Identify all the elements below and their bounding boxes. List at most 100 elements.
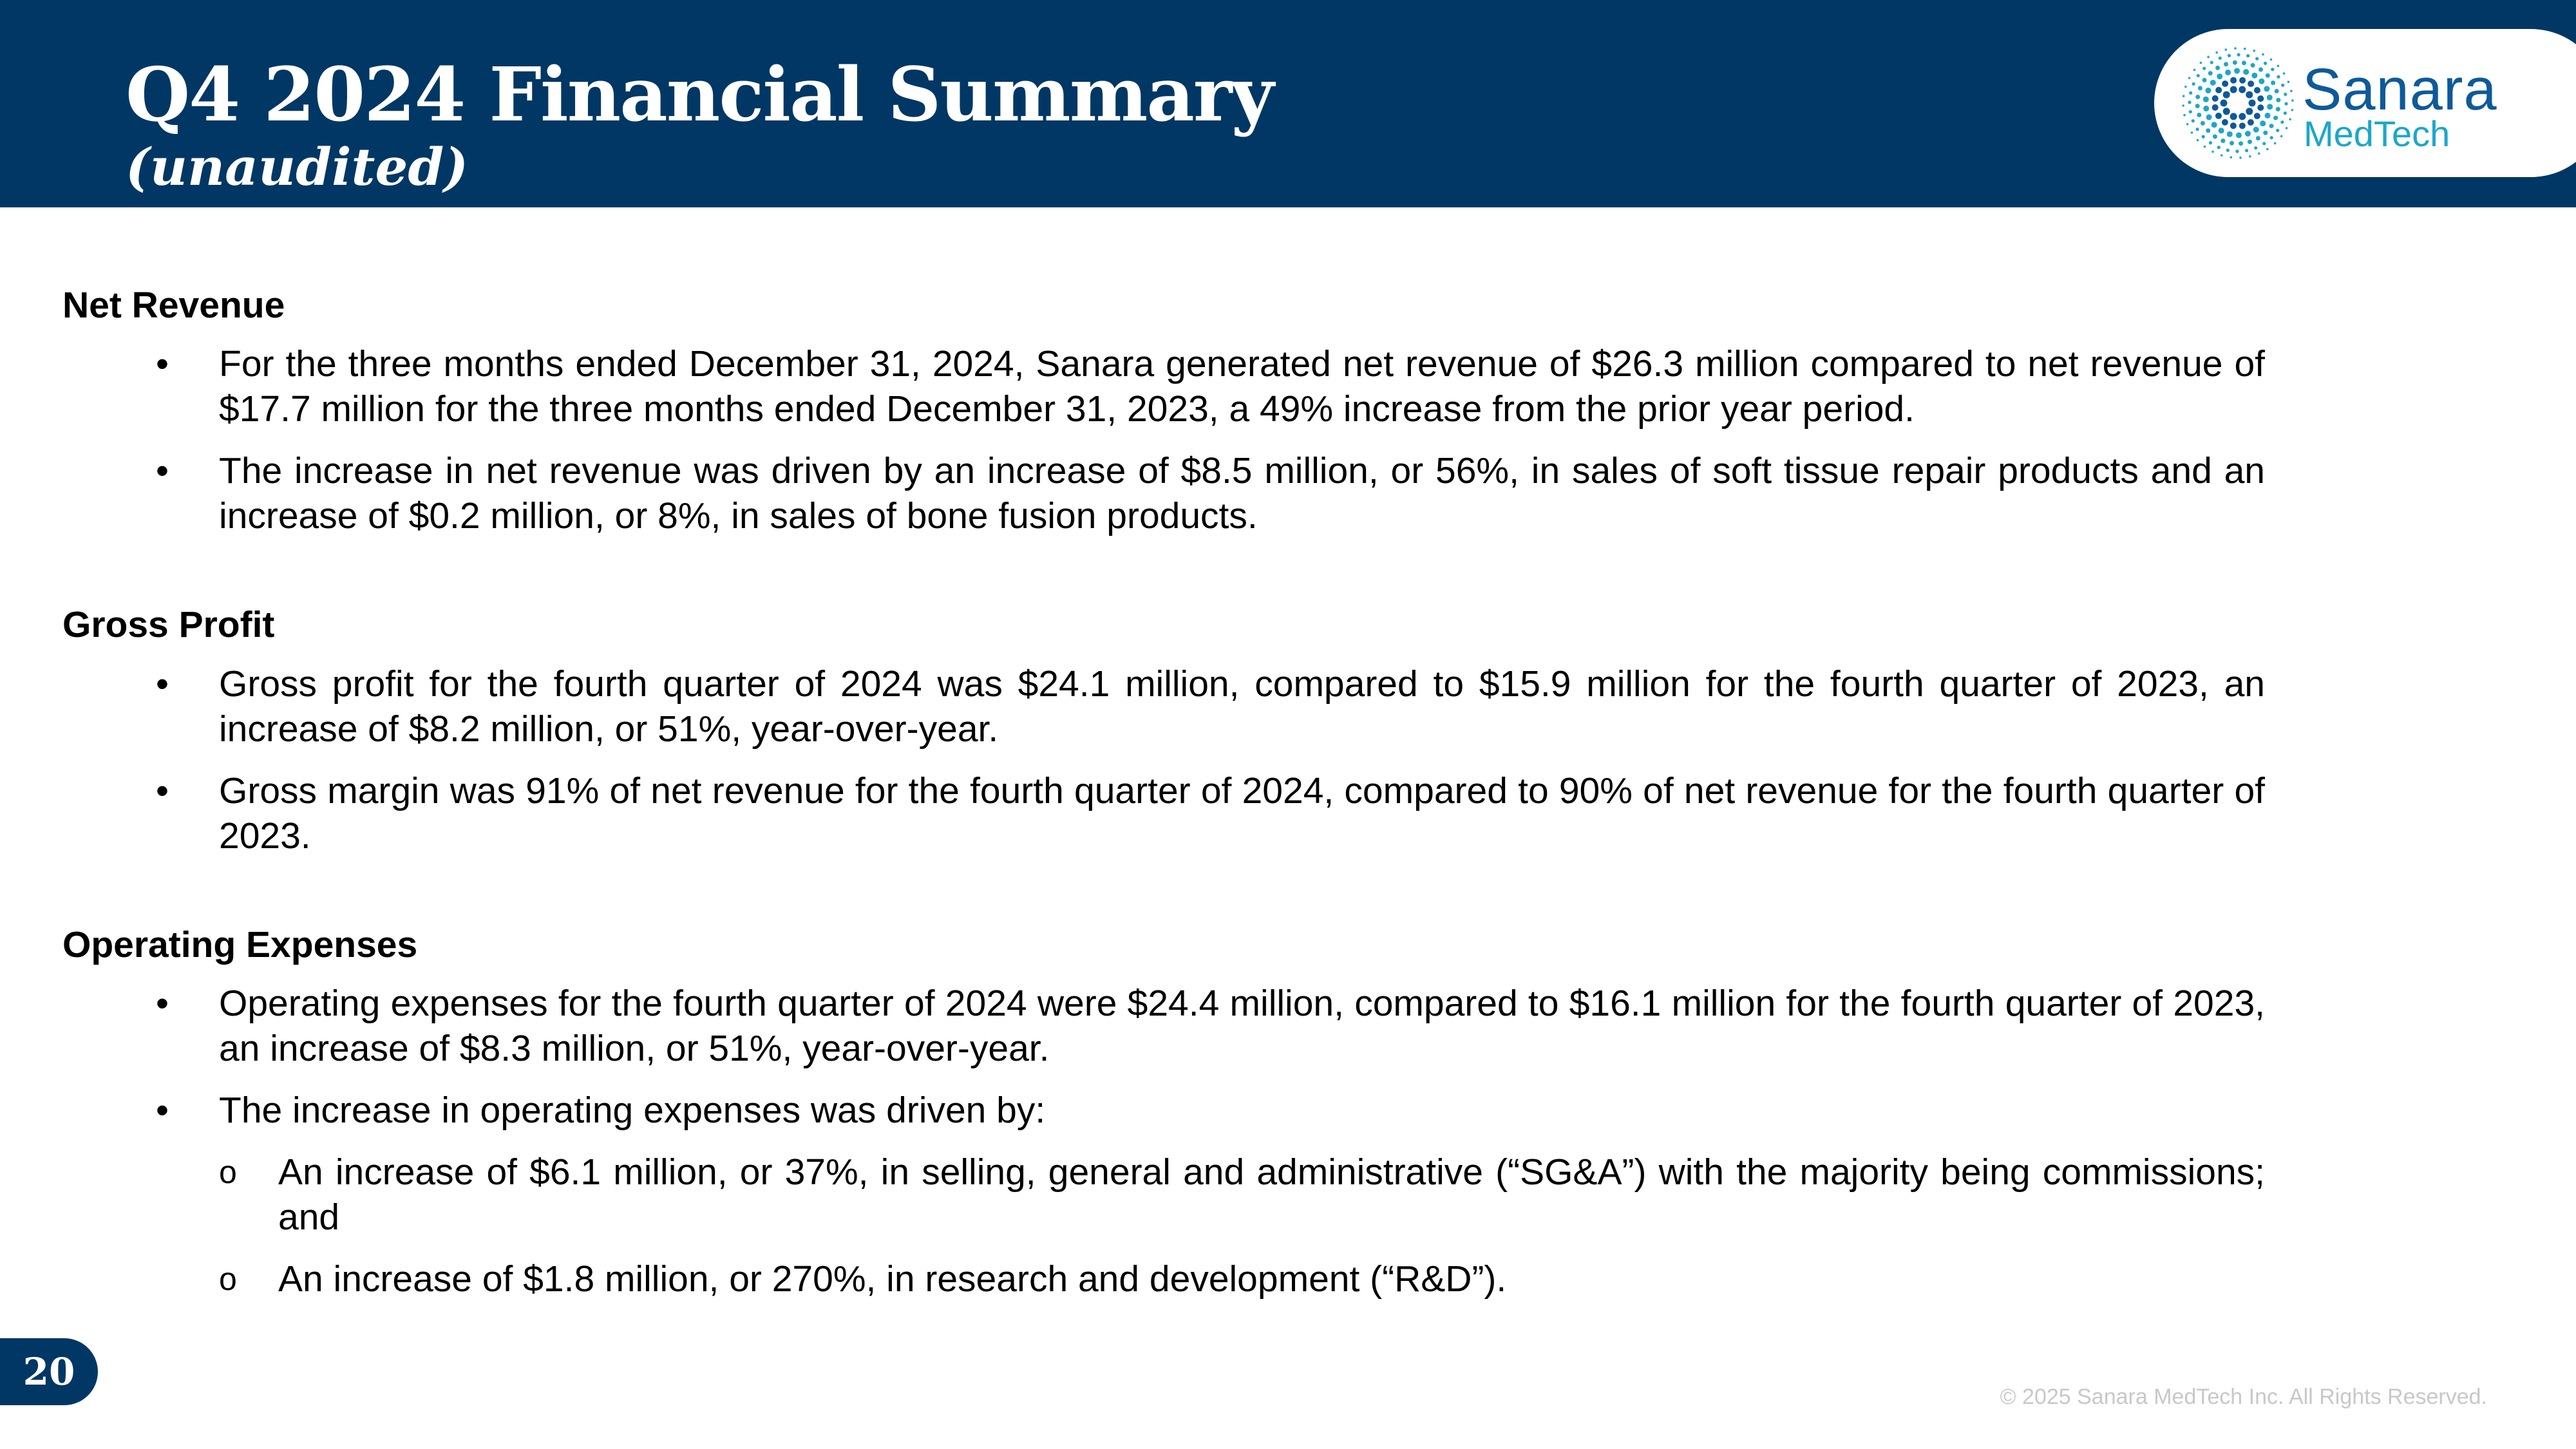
logo-dot (2253, 50, 2256, 52)
logo-dot (2193, 68, 2196, 71)
logo-dot (2273, 142, 2277, 145)
logo-dot (2265, 73, 2270, 78)
logo-dot (2203, 145, 2206, 148)
logo-dot (2262, 53, 2264, 56)
logo-dot (2259, 78, 2265, 84)
logo-dot (2186, 123, 2189, 126)
sub-bullet-text: An increase of $1.8 million, or 270%, in… (278, 1258, 1507, 1300)
logo-wordmark-medtech: MedTech (2304, 113, 2450, 154)
logo-dot (2224, 62, 2229, 67)
sub-bullet-marker: o (219, 1261, 237, 1298)
logo-dot (2182, 104, 2184, 107)
logo-dot (2234, 47, 2237, 50)
logo-dot (2255, 57, 2259, 61)
bullet-marker: • (156, 343, 169, 385)
logo-dot (2235, 149, 2239, 153)
logo-dot (2253, 126, 2259, 133)
logo-dot (2183, 113, 2186, 117)
logo-dot (2283, 111, 2287, 115)
logo-dot (2208, 71, 2213, 76)
logo-dot (2264, 86, 2270, 92)
bullet-text: Gross margin was 91% of net revenue for … (219, 770, 2265, 857)
logo-dot (2227, 53, 2231, 57)
logo-dot (2287, 80, 2290, 83)
section-gross-profit: Gross Profit • Gross profit for the fourt… (62, 603, 2265, 858)
logo-dot (2197, 112, 2202, 117)
logo-dot (2239, 156, 2242, 159)
logo-dot (2207, 55, 2210, 59)
bullet-text: Operating expenses for the fourth quarte… (219, 983, 2265, 1070)
logo-dot (2226, 131, 2233, 137)
logo-dot (2262, 142, 2266, 146)
sub-list-item: o An increase of $1.8 million, or 270%, i… (219, 1256, 2265, 1302)
logo-dot (2195, 104, 2200, 109)
logo-dot (2222, 108, 2230, 115)
logo-dot (2222, 91, 2230, 99)
logo-dot (2196, 138, 2199, 142)
logo-dot (2195, 95, 2201, 100)
bullet-marker: • (156, 983, 169, 1025)
logo-dot (2248, 155, 2251, 158)
bullet-marker: • (156, 663, 169, 705)
logo-dot (2188, 100, 2192, 104)
section-operating-expenses: Operating Expenses • Operating expenses f… (62, 923, 2265, 1302)
logo-dot (2277, 75, 2280, 79)
logo-dot (2217, 146, 2221, 149)
logo-dot (2211, 122, 2217, 128)
page-title: Q4 2024 Financial Summary (126, 52, 1274, 138)
logo-dot (2189, 91, 2193, 95)
logo-dot (2208, 141, 2213, 145)
logo-dot (2234, 68, 2240, 74)
logo-dot (2247, 119, 2254, 126)
page-number: 20 (23, 1350, 75, 1394)
logo-dot (2211, 150, 2214, 153)
sub-bullet-text: An increase of $6.1 million, or 37%, in … (278, 1151, 2265, 1238)
logo-dot (2225, 69, 2231, 75)
logo-dot (2257, 95, 2264, 102)
logo-dot (2280, 135, 2283, 138)
logo-dot (2273, 115, 2278, 120)
logo-dot (2247, 139, 2252, 144)
logo-dot (2203, 106, 2210, 112)
logo-dot (2254, 146, 2258, 150)
logo-dot (2220, 99, 2228, 107)
logo-dot (2199, 61, 2202, 64)
logo-dot (2246, 108, 2253, 115)
logo-dot (2250, 62, 2255, 68)
logo-dot (2246, 91, 2253, 99)
sub-bullet-marker: o (219, 1154, 237, 1191)
logo-dot (2206, 114, 2212, 120)
logo-dot (2201, 135, 2205, 138)
logo-dot (2263, 130, 2268, 135)
copyright-footer: © 2025 Sanara MedTech Inc. All Rights Re… (2000, 1385, 2487, 1409)
list-item: • For the three months ended December 31,… (62, 341, 2265, 431)
logo-dot (2276, 128, 2280, 133)
logo-dot (2281, 83, 2285, 87)
logo-dot (2284, 92, 2287, 97)
list-item: • Gross profit for the fourth quarter of … (62, 661, 2265, 752)
section-heading: Gross Profit (62, 604, 275, 646)
logo-dot (2226, 148, 2230, 152)
page-number-badge: 20 (0, 1338, 98, 1405)
logo-dot (2211, 95, 2219, 102)
list-item: • The increase in net revenue was driven … (62, 448, 2265, 538)
logo-dot (2277, 64, 2280, 68)
logo-dot (2248, 80, 2255, 88)
logo-dot (2274, 89, 2279, 94)
logo-dot (2266, 147, 2269, 151)
logo-dot (2271, 80, 2276, 86)
sunburst-dots-icon (2182, 47, 2294, 159)
bullet-marker: • (156, 450, 169, 492)
logo-dot (2190, 131, 2193, 134)
logo-dot (2239, 122, 2246, 129)
logo-dot (2195, 128, 2199, 131)
logo-dot (2260, 120, 2266, 127)
logo-dot (2243, 69, 2249, 75)
logo-dot (2230, 156, 2233, 159)
logo-dot (2237, 53, 2240, 57)
logo-dot (2230, 140, 2235, 146)
logo-dot (2239, 141, 2244, 146)
logo-dot (2244, 131, 2251, 137)
sub-list-item: o An increase of $6.1 million, or 37%, in… (219, 1150, 2265, 1240)
logo-dot (2257, 104, 2264, 111)
